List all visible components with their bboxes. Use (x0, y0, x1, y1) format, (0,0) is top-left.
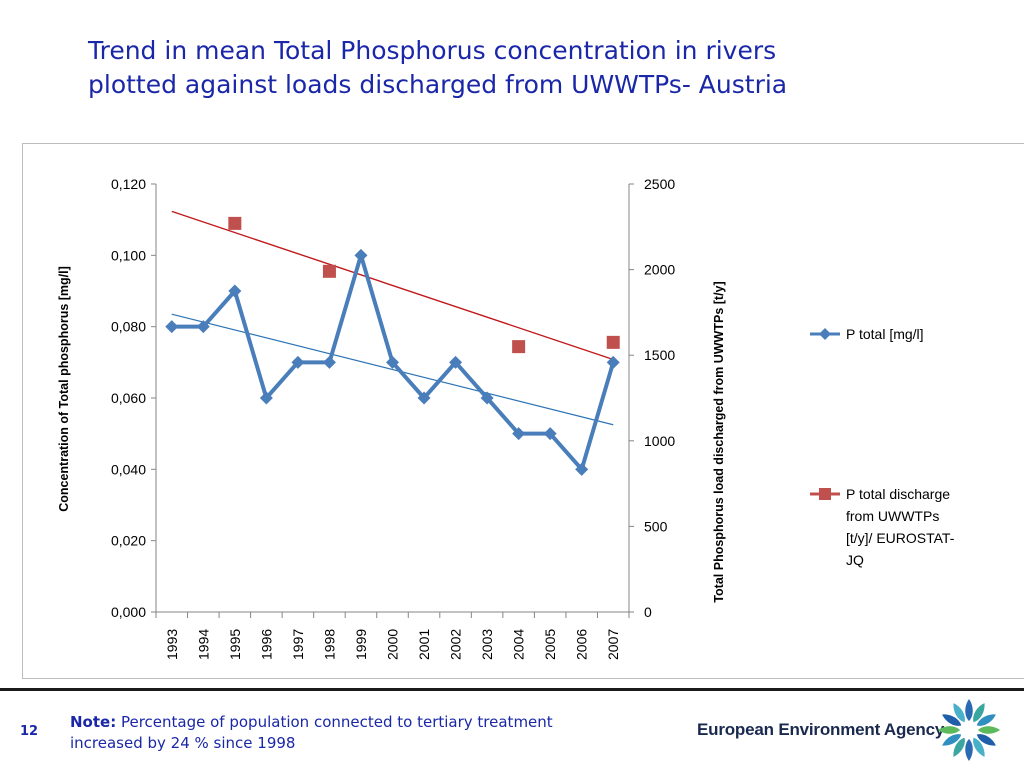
trendline-concentration (171, 313, 614, 426)
plot-area: 0,000 0,020 0,040 0,060 0,080 0,100 0,120 0 500 1… (111, 176, 955, 660)
data-point-p-total (575, 462, 589, 476)
data-point-p-total (322, 355, 336, 369)
data-point-p-total (449, 355, 463, 369)
trendline-discharge (171, 210, 614, 361)
x-tick-label: 2005 (542, 629, 558, 660)
data-point-p-discharge (228, 216, 242, 230)
legend-label-p-discharge: [t/y]/ EUROSTAT- (846, 530, 955, 546)
x-tick-label: 2001 (416, 629, 432, 660)
data-point-p-discharge (322, 264, 336, 278)
data-point-p-total (417, 391, 431, 405)
legend-label-p-discharge: from UWWTPs (846, 508, 939, 524)
data-point-p-discharge (606, 335, 620, 349)
data-point-p-total (480, 391, 494, 405)
legend-marker-p-discharge (819, 488, 831, 500)
x-tick-label: 1995 (227, 629, 243, 660)
y-tick-label: 0,080 (111, 319, 146, 335)
y-tick-label: 0,020 (111, 533, 146, 549)
x-tick-label: 1997 (290, 629, 306, 660)
data-point-p-total (543, 427, 557, 441)
logo-petal (938, 726, 960, 734)
data-point-p-total (606, 355, 620, 369)
legend: P total [mg/l] P total discharge from UWWT… (810, 326, 955, 568)
legend-label-p-discharge: P total discharge (846, 486, 950, 502)
x-tick-label: 1996 (258, 629, 274, 660)
logo-petal (965, 699, 973, 721)
x-tick-label: 1998 (321, 629, 337, 660)
logo-petal (973, 703, 985, 723)
footnote: Note: Percentage of population connected… (70, 712, 650, 754)
y2-tick-label: 500 (644, 518, 668, 534)
legend-label-p-total: P total [mg/l] (846, 326, 924, 342)
x-tick-label: 2004 (511, 629, 527, 660)
agency-name: European Environment Agency (697, 720, 945, 739)
logo-petal (978, 726, 1000, 734)
data-point-p-total (512, 427, 526, 441)
y2-tick-label: 2500 (644, 176, 675, 192)
y2-tick-label: 1000 (644, 433, 675, 449)
data-point-p-total (354, 248, 368, 262)
x-tick-label: 1994 (195, 629, 211, 660)
data-point-p-total (228, 284, 242, 298)
y2-tick-label: 2000 (644, 262, 675, 278)
x-tick-label: 2007 (605, 629, 621, 660)
y-tick-label: 0,120 (111, 176, 146, 192)
y-axis-label: Concentration of Total phosphorus [mg/l] (57, 266, 71, 512)
logo-petal (976, 734, 996, 746)
y2-axis-label: Total Phosphorus load discharged from UW… (712, 281, 726, 602)
note-text: Percentage of population connected to te… (120, 713, 553, 731)
x-tick-label: 2003 (479, 629, 495, 660)
data-point-p-total (165, 320, 179, 334)
title-line-1: Trend in mean Total Phosphorus concentra… (88, 36, 777, 65)
slide-title: Trend in mean Total Phosphorus concentra… (88, 34, 988, 102)
eea-logo-icon (938, 699, 1000, 761)
page-number: 12 (20, 724, 39, 739)
y2-tick-label: 1500 (644, 347, 675, 363)
data-point-p-total (196, 320, 210, 334)
title-line-2: plotted against loads discharged from UW… (88, 70, 788, 99)
y-tick-label: 0,040 (111, 461, 146, 477)
legend-marker-p-total (819, 328, 831, 340)
x-tick-label: 2000 (385, 629, 401, 660)
logo-petal (953, 703, 965, 723)
data-point-p-total (291, 355, 305, 369)
chart-svg: 0,000 0,020 0,040 0,060 0,080 0,100 0,120 0 500 1… (57, 176, 955, 660)
legend-label-p-discharge: JQ (846, 552, 864, 568)
logo-petal (976, 714, 996, 726)
note-label: Note: (70, 713, 117, 731)
y2-tick-label: 0 (644, 604, 652, 620)
y-tick-label: 0,060 (111, 390, 146, 406)
logo-petal (942, 714, 962, 726)
y-tick-label: 0,000 (111, 604, 146, 620)
x-tick-label: 1993 (164, 629, 180, 660)
footer-rule (0, 688, 1024, 691)
logo-petal (973, 737, 985, 757)
data-point-p-total (259, 391, 273, 405)
logo-petal (953, 737, 965, 757)
logo-petal (965, 739, 973, 761)
logo-petal (942, 734, 962, 746)
data-point-p-total (386, 355, 399, 369)
note-text-2: increased by 24 % since 1998 (70, 734, 296, 752)
chart-frame: 0,000 0,020 0,040 0,060 0,080 0,100 0,120 0 500 1… (22, 143, 1024, 679)
x-tick-label: 1999 (353, 629, 369, 660)
data-point-p-discharge (512, 340, 526, 354)
x-tick-label: 2006 (574, 629, 590, 660)
x-tick-label: 2002 (448, 629, 464, 660)
y-tick-label: 0,100 (111, 247, 146, 263)
